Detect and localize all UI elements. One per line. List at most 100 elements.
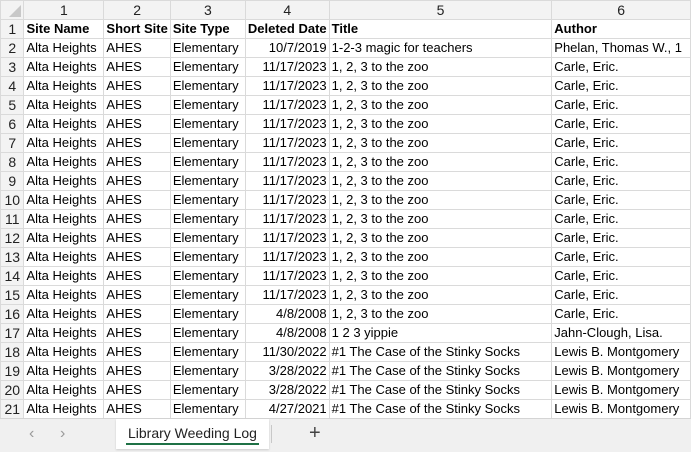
cell[interactable]: 1, 2, 3 to the zoo bbox=[328, 171, 553, 191]
cell[interactable]: 4/8/2008 bbox=[244, 323, 330, 343]
cell[interactable]: Carle, Eric. bbox=[551, 247, 691, 267]
cell[interactable]: Carle, Eric. bbox=[551, 209, 691, 229]
row-header[interactable]: 10 bbox=[0, 190, 25, 210]
row-header[interactable]: 11 bbox=[0, 209, 25, 229]
cell[interactable]: Elementary bbox=[169, 190, 246, 210]
row-header[interactable]: 5 bbox=[0, 95, 25, 115]
cell[interactable]: AHES bbox=[103, 190, 171, 210]
cell[interactable]: AHES bbox=[103, 209, 171, 229]
row-header[interactable]: 19 bbox=[0, 361, 25, 381]
cell[interactable]: AHES bbox=[103, 133, 171, 153]
cell[interactable]: Jahn-Clough, Lisa. bbox=[551, 323, 691, 343]
sheet-tab-library-weeding-log[interactable]: Library Weeding Log bbox=[116, 419, 269, 449]
cell[interactable]: AHES bbox=[103, 152, 171, 172]
cell[interactable]: 1, 2, 3 to the zoo bbox=[328, 57, 553, 77]
chevron-right-icon[interactable]: › bbox=[60, 425, 66, 442]
cell[interactable]: Elementary bbox=[169, 266, 246, 286]
cell[interactable]: Elementary bbox=[169, 114, 246, 134]
cell[interactable]: AHES bbox=[103, 76, 171, 96]
row-header[interactable]: 14 bbox=[0, 266, 25, 286]
cell[interactable]: AHES bbox=[103, 247, 171, 267]
cell[interactable]: 11/17/2023 bbox=[244, 152, 330, 172]
cell[interactable]: Elementary bbox=[169, 152, 246, 172]
cell[interactable]: Elementary bbox=[169, 57, 246, 77]
cell[interactable]: 1, 2, 3 to the zoo bbox=[328, 247, 553, 267]
cell[interactable]: Lewis B. Montgomery bbox=[551, 380, 691, 400]
cell[interactable]: Alta Heights bbox=[23, 304, 105, 324]
row-header[interactable]: 21 bbox=[0, 399, 25, 418]
cell[interactable]: Alta Heights bbox=[23, 190, 105, 210]
cell[interactable]: Alta Heights bbox=[23, 114, 105, 134]
cell[interactable]: Lewis B. Montgomery bbox=[551, 342, 691, 362]
cell[interactable]: 1, 2, 3 to the zoo bbox=[328, 209, 553, 229]
cell[interactable]: Carle, Eric. bbox=[551, 114, 691, 134]
cell[interactable]: Deleted Date bbox=[244, 19, 330, 39]
cell[interactable]: 11/17/2023 bbox=[244, 171, 330, 191]
cell[interactable]: 1, 2, 3 to the zoo bbox=[328, 285, 553, 305]
cell[interactable]: #1 The Case of the Stinky Socks bbox=[328, 399, 553, 418]
cell[interactable]: 11/17/2023 bbox=[244, 285, 330, 305]
row-header[interactable]: 12 bbox=[0, 228, 25, 248]
row-header[interactable]: 17 bbox=[0, 323, 25, 343]
cell[interactable]: 1, 2, 3 to the zoo bbox=[328, 304, 553, 324]
cell[interactable]: 1, 2, 3 to the zoo bbox=[328, 76, 553, 96]
row-header[interactable]: 18 bbox=[0, 342, 25, 362]
cell[interactable]: Carle, Eric. bbox=[551, 228, 691, 248]
cell[interactable]: Short Site bbox=[103, 19, 171, 39]
cell[interactable]: Alta Heights bbox=[23, 57, 105, 77]
cell[interactable]: Elementary bbox=[169, 380, 246, 400]
cell[interactable]: 4/27/2021 bbox=[244, 399, 330, 418]
cell[interactable]: Elementary bbox=[169, 304, 246, 324]
cell[interactable]: #1 The Case of the Stinky Socks bbox=[328, 342, 553, 362]
cell[interactable]: Alta Heights bbox=[23, 209, 105, 229]
cell[interactable]: Elementary bbox=[169, 95, 246, 115]
cell[interactable]: Carle, Eric. bbox=[551, 152, 691, 172]
cell[interactable]: Elementary bbox=[169, 209, 246, 229]
cell[interactable]: Elementary bbox=[169, 133, 246, 153]
cell[interactable]: AHES bbox=[103, 399, 171, 418]
cell[interactable]: #1 The Case of the Stinky Socks bbox=[328, 380, 553, 400]
cell[interactable]: Elementary bbox=[169, 76, 246, 96]
cell[interactable]: 11/17/2023 bbox=[244, 76, 330, 96]
cell[interactable]: Alta Heights bbox=[23, 228, 105, 248]
cell[interactable]: 11/30/2022 bbox=[244, 342, 330, 362]
cell[interactable]: Title bbox=[328, 19, 553, 39]
cell[interactable]: 1, 2, 3 to the zoo bbox=[328, 95, 553, 115]
cell[interactable]: Elementary bbox=[169, 323, 246, 343]
row-header[interactable]: 4 bbox=[0, 76, 25, 96]
cell[interactable]: Alta Heights bbox=[23, 342, 105, 362]
cell[interactable]: Alta Heights bbox=[23, 266, 105, 286]
cell[interactable]: 11/17/2023 bbox=[244, 95, 330, 115]
cell[interactable]: #1 The Case of the Stinky Socks bbox=[328, 361, 553, 381]
cell[interactable]: AHES bbox=[103, 380, 171, 400]
cell[interactable]: AHES bbox=[103, 361, 171, 381]
row-header[interactable]: 2 bbox=[0, 38, 25, 58]
cell[interactable]: Carle, Eric. bbox=[551, 190, 691, 210]
column-header[interactable]: 2 bbox=[103, 0, 171, 20]
row-header[interactable]: 16 bbox=[0, 304, 25, 324]
cell[interactable]: Carle, Eric. bbox=[551, 76, 691, 96]
cell[interactable]: Carle, Eric. bbox=[551, 171, 691, 191]
cell[interactable]: Alta Heights bbox=[23, 171, 105, 191]
cell[interactable]: 11/17/2023 bbox=[244, 57, 330, 77]
cell[interactable]: 11/17/2023 bbox=[244, 133, 330, 153]
cell[interactable]: Alta Heights bbox=[23, 247, 105, 267]
cell[interactable]: 11/17/2023 bbox=[244, 114, 330, 134]
cell[interactable]: Elementary bbox=[169, 247, 246, 267]
row-header[interactable]: 9 bbox=[0, 171, 25, 191]
cell[interactable]: Carle, Eric. bbox=[551, 133, 691, 153]
chevron-left-icon[interactable]: ‹ bbox=[29, 425, 35, 442]
row-header[interactable]: 13 bbox=[0, 247, 25, 267]
select-all-button[interactable] bbox=[0, 0, 25, 20]
cell[interactable]: Carle, Eric. bbox=[551, 266, 691, 286]
cell[interactable]: Alta Heights bbox=[23, 152, 105, 172]
cell[interactable]: 11/17/2023 bbox=[244, 247, 330, 267]
cell[interactable]: Author bbox=[551, 19, 691, 39]
cell[interactable]: Elementary bbox=[169, 285, 246, 305]
cell[interactable]: 11/17/2023 bbox=[244, 266, 330, 286]
row-header[interactable]: 1 bbox=[0, 19, 25, 39]
cell[interactable]: 3/28/2022 bbox=[244, 361, 330, 381]
cell[interactable]: Elementary bbox=[169, 38, 246, 58]
cell[interactable]: 1, 2, 3 to the zoo bbox=[328, 152, 553, 172]
cell[interactable]: AHES bbox=[103, 323, 171, 343]
